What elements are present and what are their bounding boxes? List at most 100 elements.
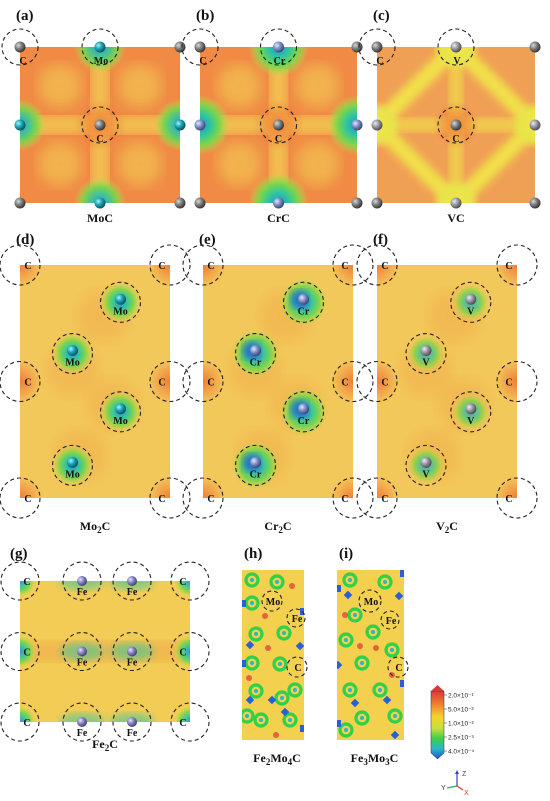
carbon-atom [529,41,541,53]
dashed-circle [0,244,41,286]
cr-atom [250,456,261,468]
carbon-atom [529,197,541,209]
carbon-label: C [23,648,30,659]
dashed-circle [99,391,142,433]
metal-label: Mo [113,416,127,427]
carbon-label: C [381,494,388,505]
dashed-circle [286,608,306,628]
dashed-circle [182,360,224,403]
dashed-circle [356,477,398,519]
carbon-label: C [207,378,214,389]
metal-label: Fe [77,728,88,739]
mo-atom [174,119,186,131]
dashed-circle [356,244,398,286]
v-atom [529,119,541,131]
mo-atom [14,119,26,131]
carbon-label: C [452,134,459,145]
metal-label: V [467,306,475,317]
charge-density-map [242,570,304,740]
dashed-circle [282,281,325,323]
dashed-circle [112,561,152,601]
compound-label-5: V2C [436,519,458,535]
dashed-circle [51,332,94,375]
carbon-label: C [341,378,348,389]
colorbar-tick-0: 2.0×10⁻¹ [448,693,474,700]
carbon-label: C [158,378,165,389]
fe-atom [77,646,87,657]
dashed-circle [149,244,191,286]
dashed-circle [358,589,382,613]
carbon-label: C [24,378,31,389]
carbon-label: C [24,494,31,505]
carbon-label: C [23,577,30,588]
colorbar: 2.0×10⁻¹ 5.0×10⁻² 1.0×10⁻² 2.5×10⁻³ 4.0×10⁻⁴… [430,685,474,797]
metal-label: Mo [65,358,79,369]
dashed-circle [332,360,374,403]
panel-e: (e) Cr Cr Cr Cr C C C C C C Cr2C [182,232,374,535]
metal-label: V [422,469,430,480]
carbon-atom [194,197,206,209]
dashed-circle [450,391,492,433]
dashed-circle [170,702,210,742]
v-atom [420,456,432,468]
metal-label: V [453,56,461,67]
dashed-circle [81,28,119,66]
metal-label: Mo [94,56,108,67]
dashed-circle [62,561,102,601]
carbon-atom [371,197,383,209]
colorbar-gradient [430,690,445,760]
dashed-circle [380,610,400,630]
carbon-label: C [381,261,388,272]
site-label: Fe [386,616,397,627]
compound-label-2: VC [447,211,464,225]
carbon-atom [351,197,363,209]
dashed-circle [234,332,277,375]
cr-atom [351,119,363,131]
metal-label: Fe [127,728,138,739]
panel-g: (g) Fe Fe Fe Fe Fe Fe C C C C C C Fe2C [0,546,210,753]
mo-atom [67,456,78,468]
dashed-circle [405,332,447,375]
mo-atom [67,345,78,357]
carbon-label: C [158,494,165,505]
colorbar-tick-3: 2.5×10⁻³ [448,735,474,742]
carbon-atom [194,41,206,53]
compound-label-7: Fe2Mo4C [253,751,301,767]
dashed-circle [0,561,40,601]
cr-atom [273,197,284,209]
carbon-atom [273,119,284,131]
colorbar-tick-1: 5.0×10⁻² [448,707,474,714]
dashed-circle [234,444,277,486]
dashed-circle [387,656,409,678]
fe-atom [127,717,137,727]
axis-y-label: Y [441,785,446,792]
metal-label: Mo [65,469,79,480]
v-atom [465,403,477,415]
dashed-circle [0,702,40,742]
metal-label: Fe [77,658,88,669]
axis-z-label: Z [462,771,467,778]
panel-f: (f) V V V V C C C C C C V2C [356,232,538,535]
metal-label: Cr [298,416,310,427]
panel-label-4: (e) [199,232,216,248]
compound-label-4: Cr2C [264,519,291,535]
v-atom [420,345,432,357]
dashed-circle [62,631,102,672]
carbon-atom [450,119,462,131]
v-atom [371,119,383,131]
metal-label: V [467,416,475,427]
metal-label: Fe [127,587,138,598]
dashed-circle [181,28,219,66]
carbon-label: C [24,261,31,272]
charge-density-map [337,570,404,740]
panel-d: (d) Mo Mo Mo Mo C C C C C C Mo2C [0,232,191,535]
panel-label-0: (a) [16,8,34,24]
site-label: C [395,663,402,674]
dashed-circle [62,702,102,742]
compound-label-8: Fe3Mo3C [351,751,399,767]
site-label: Fe [292,614,303,625]
